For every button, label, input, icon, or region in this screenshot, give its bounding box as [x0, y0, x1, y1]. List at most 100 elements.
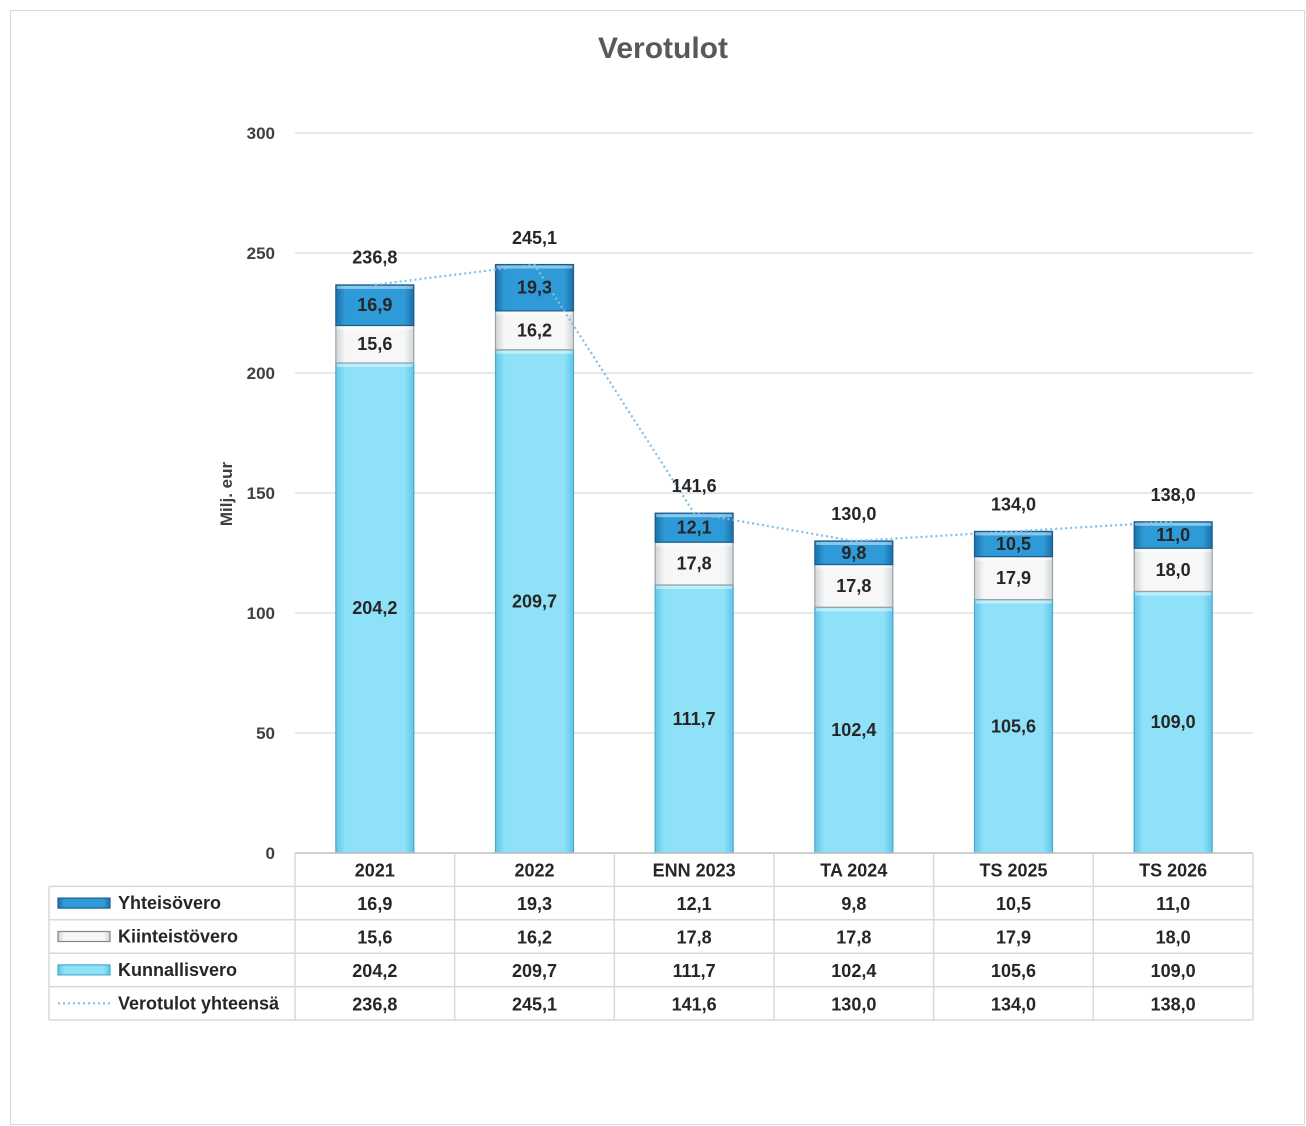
legend-key-kun	[57, 964, 111, 976]
table-header-cell: 2021	[355, 861, 395, 881]
bar-bevel	[496, 265, 573, 269]
table-value-cell: 204,2	[352, 961, 397, 981]
y-tick-label: 200	[247, 364, 275, 383]
y-tick-label: 300	[247, 124, 275, 143]
bar-segment-yhteisovero	[335, 284, 415, 327]
y-tick-label: 0	[266, 844, 275, 863]
table-header-cell: TA 2024	[820, 861, 887, 881]
table-row-label: Kiinteistövero	[118, 927, 238, 947]
bar-segment-kiinteistovero	[814, 563, 894, 608]
data-label-kiinteistovero: 17,9	[996, 568, 1031, 588]
bar-bevel	[656, 543, 733, 547]
data-label-yhteisovero: 11,0	[1156, 525, 1190, 545]
bar-bevel	[1135, 549, 1212, 553]
bar-bevel	[815, 542, 892, 545]
data-label-kunnallisvero: 209,7	[512, 591, 557, 611]
bar-bevel	[975, 532, 1052, 536]
table-value-cell: 16,2	[517, 928, 552, 948]
bar-bevel	[656, 514, 733, 518]
data-label-kunnallisvero: 109,0	[1151, 712, 1196, 732]
legend-key-kii	[57, 930, 111, 943]
bar-segment-kiinteistovero	[335, 324, 415, 364]
table-value-cell: 12,1	[677, 894, 712, 914]
data-label-kiinteistovero: 17,8	[836, 576, 871, 596]
data-label-yhteisovero: 19,3	[517, 278, 552, 298]
total-label: 134,0	[991, 494, 1036, 514]
table-value-cell: 105,6	[991, 961, 1036, 981]
data-label-kunnallisvero: 204,2	[352, 598, 397, 618]
table-value-cell: 109,0	[1151, 961, 1196, 981]
table-value-cell: 17,9	[996, 928, 1031, 948]
legend-key-yht	[57, 897, 111, 909]
table-row-label: Kunnallisvero	[118, 960, 237, 980]
table-value-cell: 18,0	[1156, 928, 1191, 948]
table-value-cell: 245,1	[512, 994, 557, 1014]
total-label: 245,1	[512, 228, 557, 248]
table-value-cell: 11,0	[1156, 894, 1190, 914]
table-value-cell: 9,8	[841, 894, 866, 914]
chart-frame	[10, 10, 1305, 1125]
bar-bevel	[656, 585, 733, 589]
bar-bevel	[1135, 592, 1212, 596]
bar-bevel	[336, 326, 413, 330]
data-label-kunnallisvero: 105,6	[991, 716, 1036, 736]
table-value-cell: 111,7	[673, 961, 716, 981]
data-label-kiinteistovero: 18,0	[1156, 560, 1191, 580]
table-header-cell: ENN 2023	[653, 861, 736, 881]
data-label-kunnallisvero: 111,7	[673, 709, 716, 729]
bar-segment-kunnallisvero	[973, 598, 1054, 854]
table-value-cell: 102,4	[831, 961, 876, 981]
table-value-cell: 15,6	[357, 928, 392, 948]
table-value-cell: 236,8	[352, 994, 397, 1014]
bar-segment-kiinteistovero	[973, 555, 1054, 601]
bar-segment-kiinteistovero	[494, 310, 575, 351]
table-value-cell: 10,5	[996, 894, 1031, 914]
table-value-cell: 16,9	[357, 894, 392, 914]
table-header-cell: TS 2026	[1139, 861, 1207, 881]
bar-segment-yhteisovero	[1133, 521, 1213, 549]
total-label: 141,6	[672, 476, 717, 496]
table-value-cell: 17,8	[677, 928, 712, 948]
y-tick-label: 150	[247, 484, 275, 503]
data-label-yhteisovero: 9,8	[841, 543, 866, 563]
table-header-cell: 2022	[514, 861, 554, 881]
data-label-yhteisovero: 16,9	[357, 295, 392, 315]
bar-bevel	[336, 285, 413, 289]
data-label-kiinteistovero: 17,8	[677, 554, 712, 574]
table-value-cell: 209,7	[512, 961, 557, 981]
data-label-kunnallisvero: 102,4	[831, 720, 876, 740]
table-value-cell: 130,0	[831, 994, 876, 1014]
data-label-kiinteistovero: 16,2	[517, 320, 552, 340]
data-label-yhteisovero: 10,5	[996, 534, 1031, 554]
total-label: 130,0	[831, 504, 876, 524]
bar-segment-yhteisovero	[654, 512, 734, 543]
bar-segment-kiinteistovero	[654, 541, 734, 586]
bar-bevel	[496, 350, 573, 354]
bar-bevel	[815, 608, 892, 612]
table-value-cell: 141,6	[672, 994, 717, 1014]
bar-segment-kiinteistovero	[1133, 547, 1213, 593]
total-label: 236,8	[352, 248, 397, 268]
data-label-yhteisovero: 12,1	[677, 518, 712, 538]
bar-bevel	[336, 363, 413, 367]
table-value-cell: 138,0	[1151, 994, 1196, 1014]
total-label: 138,0	[1151, 485, 1196, 505]
y-tick-label: 50	[256, 724, 275, 743]
table-row-label: Verotulot yhteensä	[118, 993, 280, 1013]
bar-bevel	[815, 565, 892, 569]
bar-segment-kunnallisvero	[814, 606, 894, 854]
table-value-cell: 134,0	[991, 994, 1036, 1014]
y-axis-label: Milj. eur	[217, 462, 236, 527]
bar-bevel	[975, 557, 1052, 561]
bar-bevel	[496, 311, 573, 315]
chart-title: Verotulot	[598, 32, 728, 65]
bar-segment-yhteisovero	[814, 540, 894, 566]
y-tick-label: 250	[247, 244, 275, 263]
bar-bevel	[1135, 522, 1212, 526]
bar-segment-yhteisovero	[973, 530, 1054, 558]
bar-segment-yhteisovero	[494, 263, 575, 312]
bar-segment-kunnallisvero	[1133, 590, 1213, 854]
total-line	[374, 263, 1174, 543]
table-value-cell: 17,8	[836, 928, 871, 948]
